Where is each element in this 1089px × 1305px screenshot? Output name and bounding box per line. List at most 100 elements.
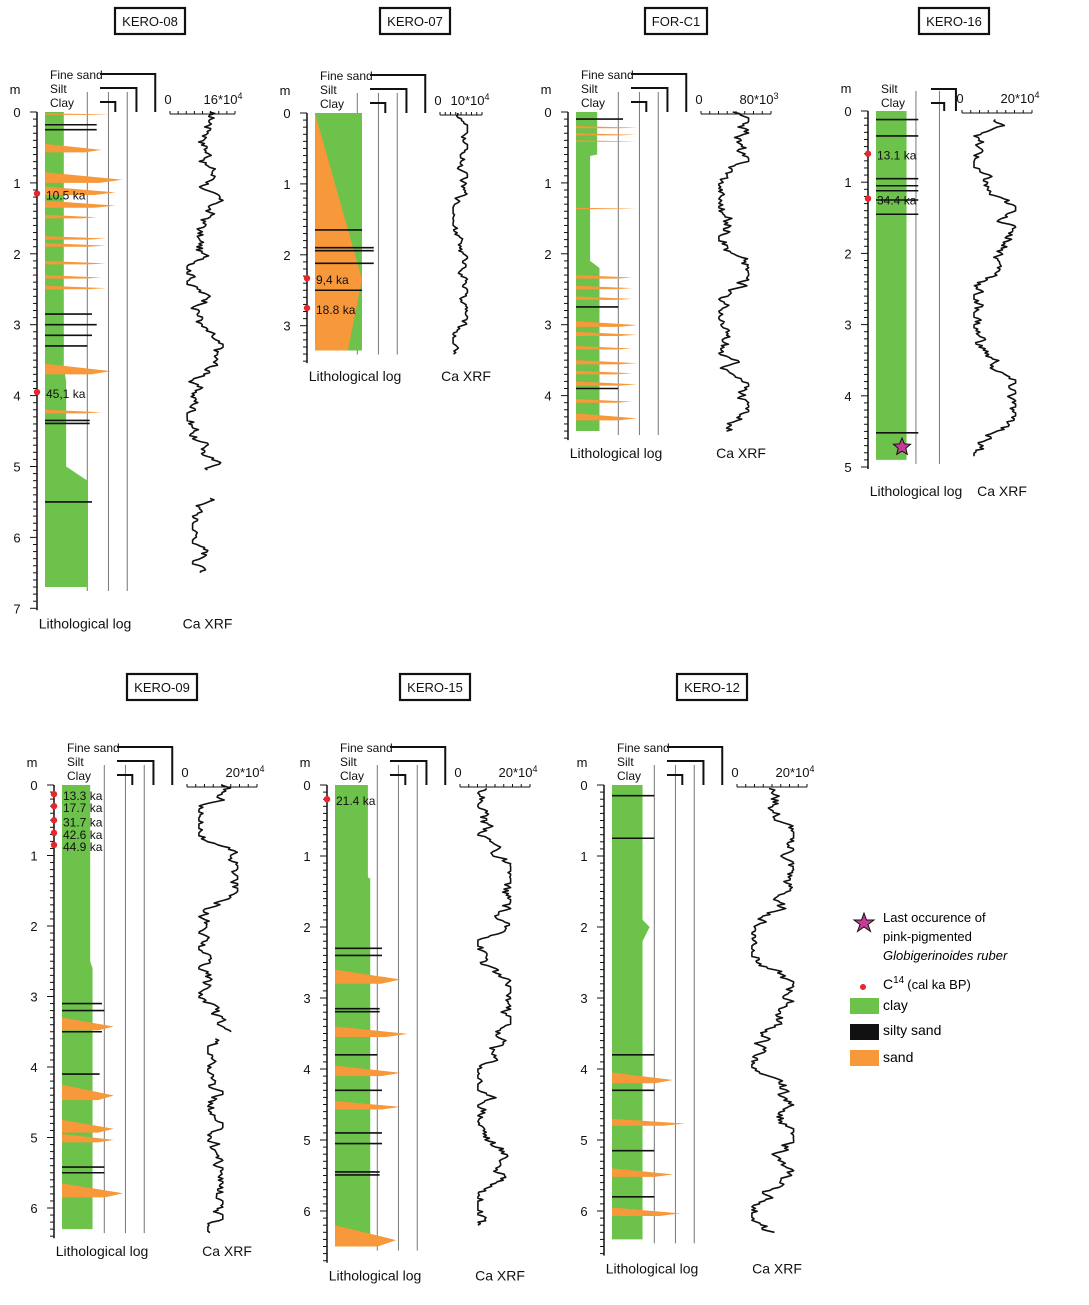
depth-tick-label: 1 [13,176,20,191]
c14-date-dot [324,796,330,802]
ca-xrf-curve [752,789,794,1233]
legend-c14-dot [860,984,866,990]
grain-bracket [370,89,406,113]
legend-clay-swatch [850,998,879,1014]
ca-scale-exp: 4 [237,91,242,101]
depth-tick-label: 2 [30,919,37,934]
depth-unit-label: m [10,82,21,97]
sand-bed [576,275,632,279]
depth-tick-label: 4 [844,389,851,404]
grain-size-label: Fine sand [50,68,103,82]
ca-scale-min: 0 [956,91,963,106]
sand-bed [45,243,106,247]
depth-tick-label: 0 [544,105,551,120]
grain-size-label: Fine sand [581,68,634,82]
depth-tick-label: 7 [13,601,20,616]
core-for-c1: FOR-C1Fine sandSiltClay01234m0 80*103Lith… [541,8,779,461]
sand-bed [576,371,632,375]
ca-scale-max: 16*104 [204,91,243,107]
depth-tick-label: 6 [303,1204,310,1219]
depth-tick-label: 0 [283,106,290,121]
grain-bracket [370,103,385,113]
lithological-log-label: Lithological log [870,483,963,499]
ca-xrf-label: Ca XRF [977,483,1027,499]
ca-xrf-label: Ca XRF [441,368,491,384]
core-title: KERO-07 [387,14,443,29]
c14-date-label: 21.4 ka [336,794,376,808]
c14-date-dot [865,151,871,157]
grain-size-label: Silt [881,82,898,96]
depth-tick-label: 5 [580,1133,587,1148]
c14-date-label: 13.1 ka [877,149,917,163]
core-kero-09: KERO-09Fine sandSiltClay0123456m13.3 ka1… [27,674,265,1259]
ca-xrf-label: Ca XRF [752,1261,802,1277]
core-title: KERO-12 [684,680,740,695]
lithological-log-label: Lithological log [329,1268,422,1284]
depth-tick-label: 3 [844,318,851,333]
grain-size-label: Silt [320,83,337,97]
depth-tick-label: 4 [544,389,551,404]
depth-tick-label: 3 [580,991,587,1006]
core-kero-08: KERO-08Fine sandSiltClay01234567m10.5 ka… [10,8,243,631]
depth-tick-label: 1 [303,849,310,864]
sand-bed [335,1026,408,1037]
ca-scale-min: 0 [695,92,702,107]
lithological-log-label: Lithological log [606,1261,699,1277]
core-title: KERO-15 [407,680,463,695]
depth-unit-label: m [280,83,291,98]
c14-date-label: 10.5 ka [46,189,86,203]
sand-bed [612,1119,685,1126]
grain-size-label: Silt [67,755,84,769]
depth-tick-label: 4 [13,389,20,404]
depth-tick-label: 3 [303,991,310,1006]
c14-date-dot [304,275,310,281]
ca-xrf-curve [208,1039,223,1233]
sand-bed [576,332,637,336]
depth-unit-label: m [300,755,311,770]
grain-bracket [667,761,703,785]
ca-scale-max: 10*104 [451,92,490,108]
ca-xrf-curve [719,112,749,431]
sand-bed [45,215,97,219]
ca-xrf-curve [478,789,511,1226]
sand-bed [576,140,637,141]
grain-bracket [117,775,132,785]
core-title: KERO-08 [122,14,178,29]
sand-bed [576,413,637,420]
depth-tick-label: 2 [580,920,587,935]
grain-size-label: Clay [320,97,344,111]
depth-tick-label: 1 [544,176,551,191]
depth-tick-label: 6 [13,530,20,545]
depth-tick-label: 3 [13,318,20,333]
depth-unit-label: m [577,755,588,770]
c14-date-dot [51,842,57,848]
grain-bracket [100,102,115,112]
c14-date-label: 9,4 ka [316,273,349,287]
depth-tick-label: 2 [544,247,551,262]
depth-tick-label: 5 [30,1131,37,1146]
ca-scale-min: 0 [181,765,188,780]
depth-tick-label: 2 [13,247,20,262]
depth-tick-label: 0 [580,778,587,793]
sand-bed [576,296,632,300]
ca-scale-min: 0 [454,765,461,780]
depth-tick-label: 2 [303,920,310,935]
sand-bed [576,381,637,385]
ca-xrf-curve [199,785,238,1032]
core-title: KERO-09 [134,680,190,695]
legend-star-line2: pink-pigmented [883,929,972,944]
depth-tick-label: 5 [13,460,20,475]
grain-bracket [631,102,646,112]
lithological-log-label: Lithological log [39,615,132,631]
star-icon [854,913,874,932]
grain-size-label: Clay [581,96,605,110]
core-title: KERO-16 [926,14,982,29]
depth-unit-label: m [27,755,38,770]
grain-bracket [931,103,944,111]
depth-tick-label: 5 [303,1133,310,1148]
legend-c14-rest: (cal ka BP) [907,977,971,992]
clay-fill [876,111,907,460]
